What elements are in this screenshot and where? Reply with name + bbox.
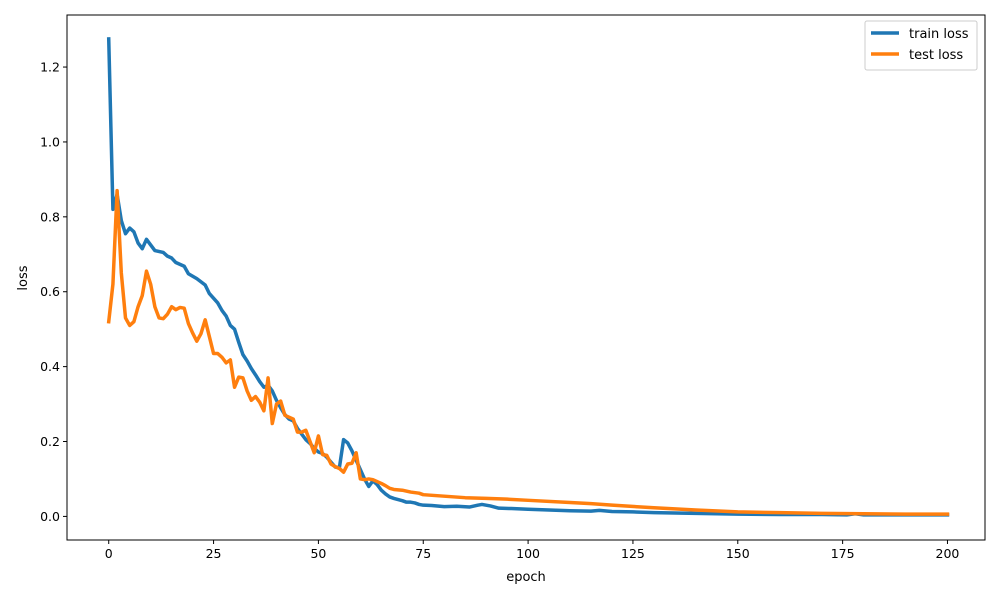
y-tick-label: 0.4 bbox=[40, 359, 60, 374]
plot-frame bbox=[66, 14, 986, 541]
y-tick-label: 1.0 bbox=[40, 134, 60, 149]
legend-label-train-loss: train loss bbox=[909, 27, 969, 42]
x-axis-title: epoch bbox=[506, 570, 546, 585]
series-line-test-loss bbox=[106, 188, 950, 516]
series-line-train-loss bbox=[106, 37, 950, 517]
y-axis-title: loss bbox=[16, 265, 31, 290]
x-tick-label: 100 bbox=[516, 546, 540, 561]
y-tick-label: 0.0 bbox=[40, 509, 60, 524]
x-tick-label: 0 bbox=[105, 546, 113, 561]
x-tick-label: 175 bbox=[831, 546, 855, 561]
x-tick-label: 125 bbox=[621, 546, 645, 561]
x-tick-label: 75 bbox=[415, 546, 431, 561]
x-tick-label: 25 bbox=[206, 546, 222, 561]
y-tick-label: 1.2 bbox=[40, 60, 60, 75]
x-tick-label: 200 bbox=[936, 546, 960, 561]
y-tick-label: 0.8 bbox=[40, 209, 60, 224]
legend: train loss test loss bbox=[864, 20, 978, 71]
x-tick-label: 50 bbox=[310, 546, 326, 561]
y-tick-label: 0.2 bbox=[40, 434, 60, 449]
y-tick-label: 0.6 bbox=[40, 284, 60, 299]
x-tick-label: 150 bbox=[726, 546, 750, 561]
legend-label-test-loss: test loss bbox=[909, 48, 963, 63]
